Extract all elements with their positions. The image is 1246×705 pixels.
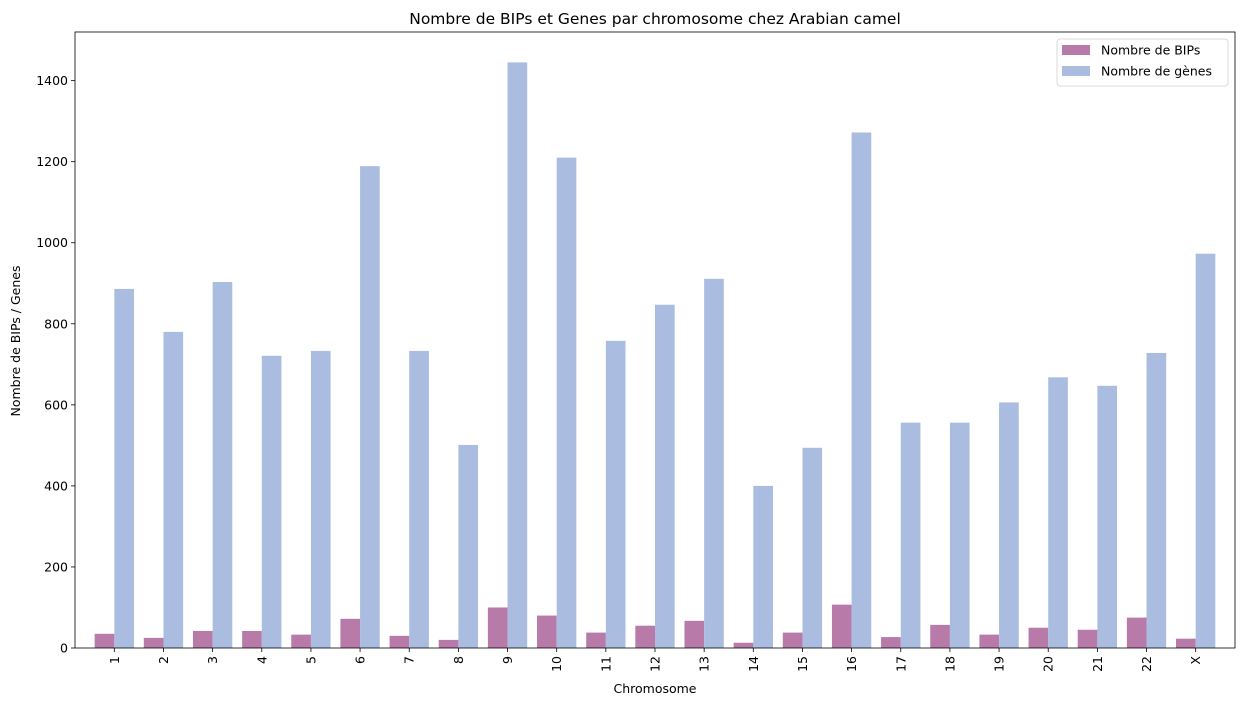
- bar-bips-2: [143, 637, 164, 648]
- bar-genes-10: [556, 157, 577, 648]
- x-tick-label: 12: [648, 656, 663, 672]
- y-axis-label: Nombre de BIPs / Genes: [8, 266, 23, 417]
- legend-label: Nombre de BIPs: [1101, 43, 1200, 58]
- x-tick-label: 1: [107, 656, 122, 664]
- bar-genes-22: [1146, 352, 1167, 648]
- y-tick-label: 1400: [36, 73, 68, 88]
- bar-genes-18: [949, 422, 970, 648]
- legend-box: [1056, 38, 1229, 87]
- bar-bips-22: [1126, 617, 1147, 648]
- bar-genes-8: [458, 444, 479, 648]
- bar-genes-17: [900, 422, 921, 648]
- bar-bips-12: [635, 625, 655, 648]
- x-tick-label: 3: [205, 656, 220, 664]
- bar-genes-21: [1097, 385, 1118, 648]
- y-tick-label: 1200: [36, 154, 68, 169]
- bar-bips-6: [340, 618, 361, 648]
- x-tick-label: 8: [451, 656, 466, 664]
- legend-label: Nombre de gènes: [1101, 64, 1212, 79]
- bar-genes-19: [999, 402, 1019, 648]
- y-tick-label: 600: [44, 397, 68, 412]
- bar-bips-4: [242, 630, 262, 648]
- x-tick-label: X: [1188, 656, 1203, 665]
- x-tick-label: 17: [893, 656, 908, 672]
- y-axis: 0 200 400 600 800 1000 1200 1400: [36, 73, 75, 656]
- legend-swatch-genes: [1062, 66, 1090, 76]
- x-axis-label: Chromosome: [613, 681, 696, 696]
- x-tick-label: 7: [402, 656, 417, 664]
- bar-bips-1: [94, 633, 115, 648]
- y-tick-label: 400: [44, 478, 68, 493]
- x-tick-label: 10: [549, 656, 564, 672]
- bar-genes-11: [605, 340, 626, 648]
- x-tick-label: 5: [303, 656, 318, 664]
- x-tick-label: 15: [795, 656, 810, 672]
- x-tick-label: 20: [1041, 656, 1056, 672]
- bar-bips-5: [291, 634, 311, 648]
- bar-genes-13: [704, 278, 724, 648]
- bar-bips-17: [881, 637, 901, 648]
- bar-bips-14: [733, 642, 754, 648]
- bar-bips-8: [438, 639, 459, 648]
- y-tick-label: 1000: [36, 235, 68, 250]
- x-tick-label: 6: [353, 656, 368, 664]
- legend-swatch-bips: [1062, 45, 1090, 55]
- chart-title: Nombre de BIPs et Genes par chromosome c…: [409, 10, 901, 28]
- plot-area: [74, 31, 1236, 649]
- bar-genes-3: [212, 282, 233, 648]
- bar-bips-X: [1176, 638, 1196, 648]
- x-tick-label: 4: [254, 656, 269, 664]
- bar-genes-4: [261, 355, 282, 648]
- bar-genes-1: [114, 288, 134, 648]
- bar-bips-21: [1077, 629, 1098, 648]
- bar-genes-9: [507, 62, 528, 648]
- x-axis: 1 2 3 4 5 6 7 8 9 10 11 12 13 14 15 16 17 18 19 20 21 22 X: [107, 648, 1203, 672]
- bar-bips-10: [537, 615, 557, 648]
- bar-genes-16: [851, 132, 872, 648]
- x-tick-label: 21: [1090, 656, 1105, 672]
- bar-genes-X: [1195, 253, 1216, 648]
- bar-genes-7: [409, 350, 429, 648]
- bar-genes-12: [655, 304, 675, 648]
- y-tick-label: 200: [44, 559, 68, 574]
- y-tick-label: 800: [44, 316, 68, 331]
- x-tick-label: 16: [844, 656, 859, 672]
- x-tick-label: 2: [156, 656, 171, 664]
- bar-genes-6: [360, 166, 380, 648]
- bar-bips-13: [684, 620, 705, 648]
- x-tick-label: 13: [697, 656, 712, 672]
- bar-bips-20: [1028, 627, 1049, 648]
- bar-genes-15: [802, 447, 823, 648]
- bar-bips-19: [979, 634, 1000, 648]
- bar-genes-14: [753, 485, 773, 648]
- bar-bips-18: [930, 624, 950, 648]
- bar-bips-11: [586, 632, 606, 648]
- bar-bips-16: [831, 604, 852, 648]
- x-tick-label: 14: [746, 656, 761, 672]
- bar-bips-7: [389, 635, 410, 648]
- x-tick-label: 19: [992, 656, 1007, 672]
- bar-bips-15: [782, 632, 803, 648]
- x-tick-label: 9: [500, 656, 515, 664]
- x-tick-label: 11: [598, 656, 613, 672]
- x-tick-label: 22: [1139, 656, 1154, 672]
- bar-genes-5: [310, 350, 331, 648]
- y-tick-label: 0: [60, 641, 68, 656]
- bar-bips-3: [192, 630, 213, 648]
- bar-genes-20: [1048, 377, 1068, 648]
- bar-genes-2: [163, 331, 184, 648]
- legend: Nombre de BIPs Nombre de gènes: [1056, 38, 1229, 87]
- bar-bips-9: [487, 607, 508, 648]
- x-tick-label: 18: [942, 656, 957, 672]
